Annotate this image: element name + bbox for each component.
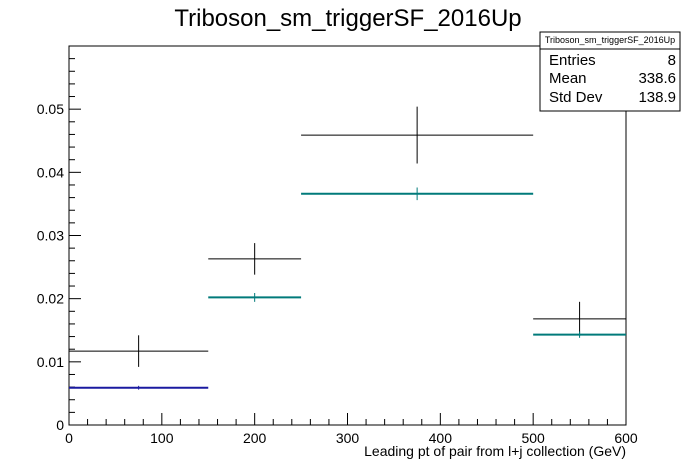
axes: 0 100 200 300 400 500 600 0 0.01 0.02 0.03 0.04 0.05 [37, 45, 638, 446]
stats-stddev-label: Std Dev [549, 89, 603, 106]
x-tick-label: 0 [65, 430, 73, 446]
x-tick-label: 600 [614, 430, 638, 446]
y-tick-label: 0.02 [37, 291, 64, 307]
stats-stddev-value: 138.9 [638, 89, 676, 106]
stats-box-frame [539, 31, 681, 112]
x-tick-label: 100 [150, 430, 174, 446]
stats-box: Triboson_sm_triggerSF_2016Up Entries 8 M… [539, 31, 681, 112]
x-axis-label: Leading pt of pair from l+j collection (… [364, 443, 626, 459]
x-tick-label: 300 [336, 430, 360, 446]
histogram-marks [69, 106, 626, 390]
stats-entries-value: 8 [668, 52, 676, 69]
y-tick-label: 0 [56, 417, 64, 433]
stats-entries-label: Entries [549, 52, 596, 69]
y-tick-label: 0.05 [37, 101, 64, 117]
x-tick-label: 400 [429, 430, 453, 446]
y-tick-label: 0.04 [37, 164, 64, 180]
stats-mean-label: Mean [549, 70, 587, 87]
x-tick-label: 200 [243, 430, 267, 446]
x-tick-label: 500 [521, 430, 545, 446]
stats-box-title: Triboson_sm_triggerSF_2016Up [545, 35, 675, 45]
stats-mean-value: 338.6 [638, 70, 676, 87]
y-tick-label: 0.03 [37, 228, 64, 244]
chart-title: Triboson_sm_triggerSF_2016Up [174, 5, 521, 32]
y-tick-label: 0.01 [37, 354, 64, 370]
